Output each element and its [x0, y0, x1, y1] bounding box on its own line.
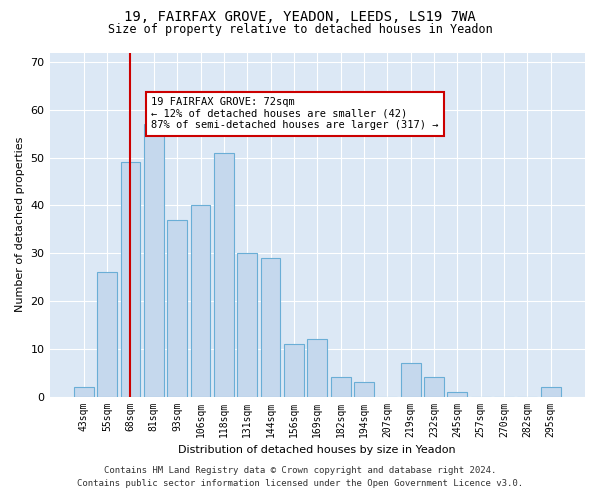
Bar: [74, 387, 94, 396]
Bar: [191, 206, 211, 396]
Y-axis label: Number of detached properties: Number of detached properties: [15, 137, 25, 312]
Bar: [144, 124, 164, 396]
Text: 19 FAIRFAX GROVE: 72sqm
← 12% of detached houses are smaller (42)
87% of semi-de: 19 FAIRFAX GROVE: 72sqm ← 12% of detache…: [151, 97, 439, 130]
Bar: [97, 272, 117, 396]
Text: Size of property relative to detached houses in Yeadon: Size of property relative to detached ho…: [107, 22, 493, 36]
Bar: [238, 253, 257, 396]
Text: 19, FAIRFAX GROVE, YEADON, LEEDS, LS19 7WA: 19, FAIRFAX GROVE, YEADON, LEEDS, LS19 7…: [124, 10, 476, 24]
Bar: [214, 153, 234, 396]
Bar: [121, 162, 140, 396]
Bar: [260, 258, 280, 396]
Bar: [167, 220, 187, 396]
Bar: [307, 339, 327, 396]
Bar: [541, 387, 560, 396]
X-axis label: Distribution of detached houses by size in Yeadon: Distribution of detached houses by size …: [178, 445, 456, 455]
Text: Contains HM Land Registry data © Crown copyright and database right 2024.
Contai: Contains HM Land Registry data © Crown c…: [77, 466, 523, 487]
Bar: [424, 378, 444, 396]
Bar: [401, 363, 421, 396]
Bar: [448, 392, 467, 396]
Bar: [354, 382, 374, 396]
Bar: [284, 344, 304, 397]
Bar: [331, 378, 350, 396]
